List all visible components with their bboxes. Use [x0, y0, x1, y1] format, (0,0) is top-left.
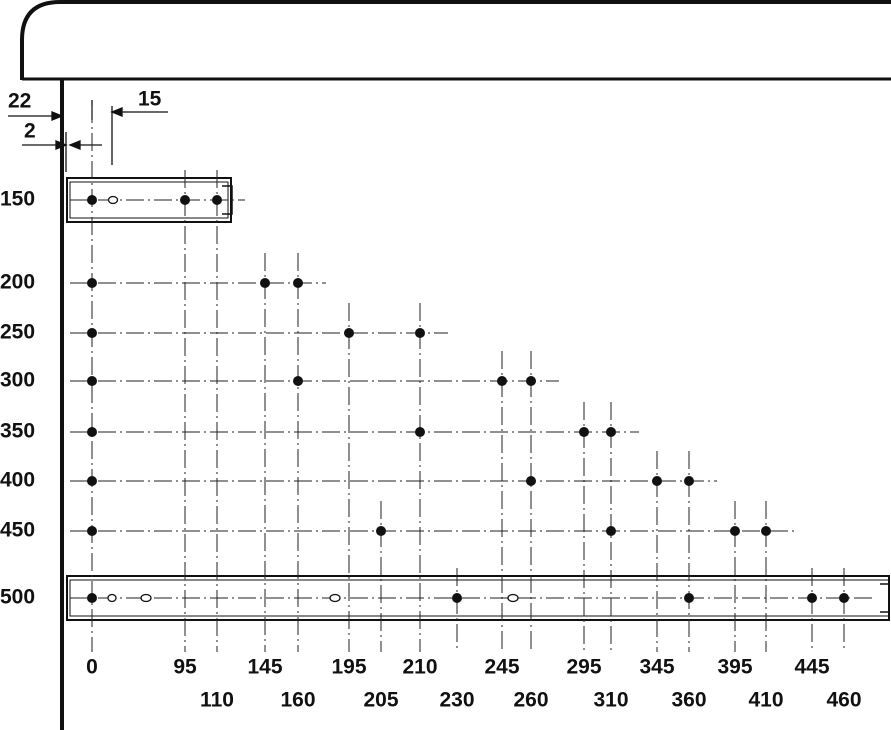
- column-label: 205: [363, 689, 398, 712]
- hole: [293, 278, 303, 288]
- row-label: 350: [0, 420, 35, 443]
- hole: [606, 526, 616, 536]
- column-label: 110: [200, 689, 234, 712]
- hole: [87, 328, 97, 338]
- hole: [684, 593, 694, 603]
- dimension-label: 15: [138, 88, 162, 111]
- column-label: 0: [86, 656, 98, 679]
- row-label: 400: [0, 469, 35, 492]
- hole: [684, 476, 694, 486]
- open-hole: [107, 195, 119, 205]
- row-label: 500: [0, 586, 35, 609]
- hole: [376, 526, 386, 536]
- column-label: 230: [439, 689, 474, 712]
- row-label: 300: [0, 369, 35, 392]
- column-label: 295: [566, 656, 601, 679]
- hole: [260, 278, 270, 288]
- column-label: 245: [484, 656, 519, 679]
- column-label: 160: [280, 689, 315, 712]
- hole: [87, 278, 97, 288]
- dimension-label: 22: [8, 90, 31, 113]
- hole: [526, 476, 536, 486]
- row-label: 250: [0, 321, 35, 344]
- hole: [180, 195, 190, 205]
- hole: [579, 427, 589, 437]
- open-hole: [507, 593, 519, 603]
- hole: [761, 526, 771, 536]
- hole: [526, 376, 536, 386]
- open-hole: [329, 593, 341, 603]
- row-label: 150: [0, 188, 35, 211]
- column-label: 310: [593, 689, 628, 712]
- hole: [87, 427, 97, 437]
- hole: [839, 593, 849, 603]
- panel-top: [20, 0, 891, 80]
- hole: [212, 195, 222, 205]
- column-label: 410: [748, 689, 783, 712]
- column-label: 360: [671, 689, 706, 712]
- column-label: 345: [639, 656, 674, 679]
- column-label: 460: [826, 689, 861, 712]
- column-label: 195: [331, 656, 366, 679]
- column-label: 445: [794, 656, 829, 679]
- hole: [87, 593, 97, 603]
- open-hole: [140, 593, 152, 603]
- hole: [415, 328, 425, 338]
- hole: [452, 593, 462, 603]
- open-hole: [107, 593, 117, 603]
- column-label: 210: [402, 656, 437, 679]
- hole: [497, 376, 507, 386]
- row-label: 200: [0, 271, 35, 294]
- column-label: 145: [247, 656, 282, 679]
- column-label: 395: [717, 656, 752, 679]
- column-label: 95: [173, 656, 197, 679]
- hole: [652, 476, 662, 486]
- rails: [66, 177, 890, 621]
- hole: [344, 328, 354, 338]
- hole: [415, 427, 425, 437]
- dimension-lines: [8, 100, 168, 172]
- hole: [87, 476, 97, 486]
- column-label: 260: [513, 689, 548, 712]
- row-label: 450: [0, 519, 35, 542]
- hole: [293, 376, 303, 386]
- dimension-label: 2: [24, 120, 36, 143]
- hole: [606, 427, 616, 437]
- hole: [730, 526, 740, 536]
- hole: [87, 526, 97, 536]
- hole: [807, 593, 817, 603]
- hole: [87, 195, 97, 205]
- hole: [87, 376, 97, 386]
